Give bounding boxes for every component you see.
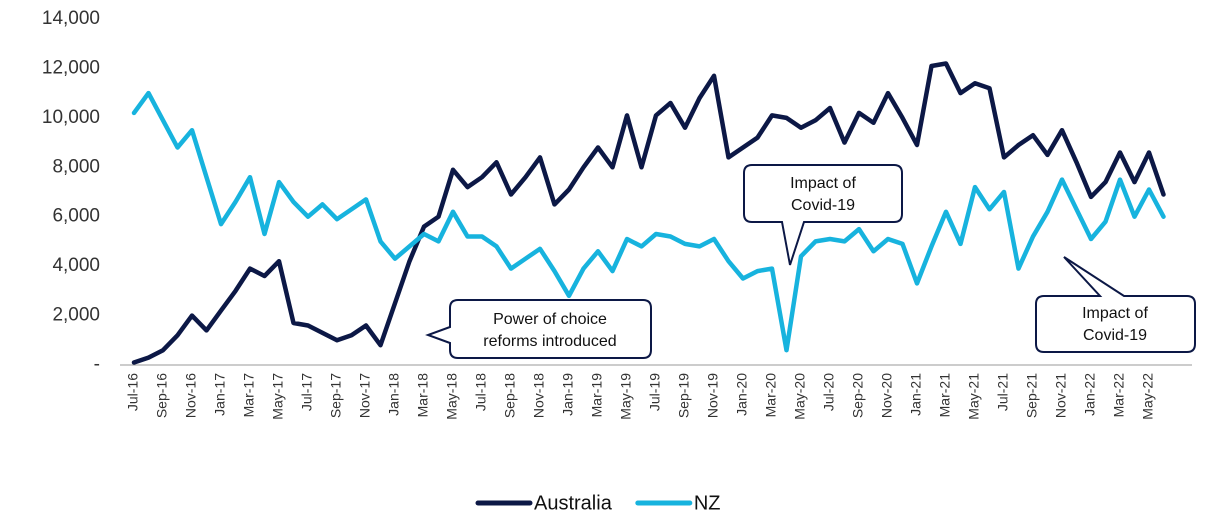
x-tick-label: Nov-17 (357, 373, 373, 418)
series-line (131, 61, 1166, 365)
x-tick-label: Sep-21 (1024, 373, 1040, 418)
x-tick-label: Sep-18 (502, 373, 518, 418)
x-tick-label: Mar-18 (415, 373, 431, 418)
x-tick-label: May-21 (966, 373, 982, 420)
x-tick-label: Jan-17 (212, 373, 228, 416)
x-tick-label: Jan-21 (908, 373, 924, 416)
callout-box (743, 164, 903, 266)
x-tick-label: Sep-16 (154, 373, 170, 418)
legend-label: Australia (534, 492, 613, 514)
x-tick-label: Jan-19 (560, 373, 576, 416)
x-tick-label: May-19 (618, 373, 634, 420)
annotation-3: Impact of Covid-19 (1035, 256, 1196, 353)
x-tick-label: May-22 (1140, 373, 1156, 420)
annotation-text: Covid-19 (1083, 327, 1147, 344)
y-tick-label: 8,000 (52, 156, 100, 177)
y-tick-label: 4,000 (52, 255, 100, 276)
series-line (131, 90, 1166, 353)
x-tick-label: Jul-18 (473, 373, 489, 411)
x-tick-label: Sep-20 (850, 373, 866, 418)
x-tick-label: Mar-21 (937, 373, 953, 418)
annotation-2: Impact of Covid-19 (743, 164, 903, 266)
x-tick-label: May-18 (444, 373, 460, 420)
x-tick-label: Nov-18 (531, 373, 547, 418)
annotation-text: Power of choice (493, 311, 607, 328)
x-tick-label: Jul-21 (995, 373, 1011, 411)
x-tick-label: Jul-16 (125, 373, 141, 411)
y-tick-label: 14,000 (42, 8, 100, 29)
y-tick-label: - (94, 354, 100, 375)
x-tick-label: Nov-19 (705, 373, 721, 418)
callout-box (425, 299, 652, 359)
y-tick-label: 6,000 (52, 206, 100, 227)
x-tick-label: May-20 (792, 373, 808, 420)
x-tick-label: Mar-22 (1111, 373, 1127, 418)
x-tick-label: Jul-19 (647, 373, 663, 411)
x-tick-label: Sep-17 (328, 373, 344, 418)
annotation-text: Impact of (790, 175, 856, 192)
x-tick-label: Jul-20 (821, 373, 837, 411)
x-tick-label: Nov-21 (1053, 373, 1069, 418)
x-tick-label: Jul-17 (299, 373, 315, 411)
x-tick-label: Jan-20 (734, 373, 750, 416)
x-tick-label: Jan-22 (1082, 373, 1098, 416)
x-tick-label: Mar-17 (241, 373, 257, 418)
y-tick-label: 12,000 (42, 57, 100, 78)
y-tick-label: 10,000 (42, 107, 100, 128)
x-tick-label: Nov-20 (879, 373, 895, 418)
x-tick-label: Nov-16 (183, 373, 199, 418)
x-tick-label: May-17 (270, 373, 286, 420)
legend-label: NZ (694, 492, 721, 514)
y-tick-label: 2,000 (52, 305, 100, 326)
x-tick-label: Sep-19 (676, 373, 692, 418)
x-tick-label: Jan-18 (386, 373, 402, 416)
x-tick-label: Mar-19 (589, 373, 605, 418)
x-tick-label: Mar-20 (763, 373, 779, 418)
annotation-text: Covid-19 (791, 197, 855, 214)
annotation-text: Impact of (1082, 305, 1148, 322)
callout-box (1035, 256, 1196, 353)
annotation-text: reforms introduced (483, 333, 616, 350)
annotation-1: Power of choice reforms introduced (425, 299, 652, 359)
